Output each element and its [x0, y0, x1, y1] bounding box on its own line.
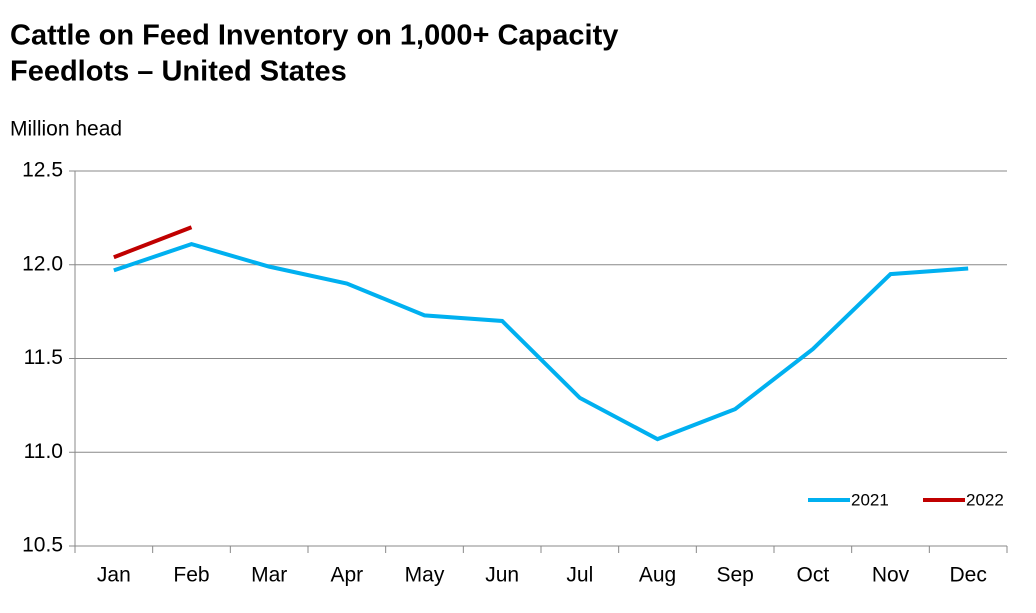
x-tick-label: Jul — [566, 564, 593, 587]
x-tick-label: Jan — [97, 564, 131, 587]
y-tick-label: 12.0 — [22, 252, 63, 275]
x-tick-label: May — [405, 564, 445, 587]
y-tick-label: 12.5 — [22, 159, 63, 182]
legend-label: 2022 — [966, 490, 1004, 509]
x-tick-label: Jun — [485, 564, 519, 587]
y-tick-label: 11.5 — [24, 346, 63, 369]
x-tick-label: Apr — [330, 564, 363, 587]
x-tick-label: Sep — [716, 564, 753, 587]
y-tick-label: 10.5 — [22, 534, 63, 557]
legend-label: 2021 — [851, 490, 889, 509]
chart-title: Cattle on Feed Inventory on 1,000+ Capac… — [10, 20, 618, 52]
x-tick-label: Aug — [639, 564, 676, 587]
x-tick-label: Feb — [173, 564, 209, 587]
y-tick-label: 11.0 — [24, 440, 63, 463]
series-line — [113, 225, 193, 260]
x-tick-label: Oct — [796, 564, 829, 587]
y-axis-label: Million head — [10, 118, 122, 141]
x-tick-label: Nov — [872, 564, 910, 587]
x-tick-label: Mar — [251, 564, 287, 587]
x-tick-label: Dec — [949, 564, 986, 587]
chart-title: Feedlots – United States — [10, 56, 347, 88]
series-line — [113, 242, 969, 442]
